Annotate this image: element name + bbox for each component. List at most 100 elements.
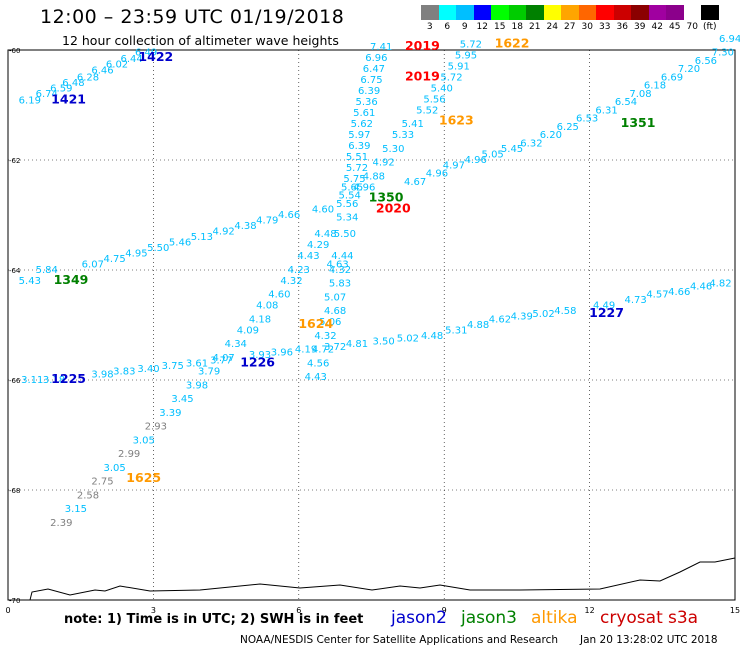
wave-height-label: 4.48 <box>421 331 443 342</box>
wave-height-label: 4.75 <box>103 254 125 265</box>
y-tick-label: -70 <box>9 597 20 605</box>
legend-label: 18 <box>511 22 523 32</box>
wave-height-label: 3.50 <box>372 336 394 347</box>
legend-label: 12 <box>476 22 488 32</box>
wave-height-label: 4.63 <box>326 259 348 270</box>
wave-height-label: 4.32 <box>280 276 302 287</box>
wave-height-label: 3.98 <box>91 369 113 380</box>
wave-height-label: 4.23 <box>288 265 310 276</box>
wave-height-label: 6.25 <box>557 122 579 133</box>
wave-height-label: 6.32 <box>520 138 542 149</box>
wave-height-label: 4.66 <box>278 210 300 221</box>
wave-height-label: 5.95 <box>455 50 477 61</box>
x-tick-label: 0 <box>5 606 10 615</box>
wave-height-label: 4.96 <box>465 155 487 166</box>
x-tick-label: 3 <box>151 606 156 615</box>
wave-height-label: 5.56 <box>336 199 358 210</box>
wave-height-label: 6.94 <box>719 34 740 45</box>
wave-height-label: 4.92 <box>213 226 235 237</box>
y-tick-label: -68 <box>9 487 20 495</box>
wave-height-label: 3.11 <box>21 375 43 386</box>
y-tick-label: -66 <box>9 377 21 385</box>
wave-height-label: 6.49 <box>135 48 157 59</box>
wave-height-label: 3.39 <box>159 408 181 419</box>
pass-time-label: 1623 <box>439 112 474 127</box>
satellite-s3a: s3a <box>668 608 699 628</box>
wave-height-label: 5.61 <box>353 108 375 119</box>
wave-height-label: 4.67 <box>404 177 426 188</box>
legend-swatch <box>596 5 614 20</box>
wave-height-label: 3.83 <box>113 367 135 378</box>
wave-height-label: 2.39 <box>50 518 72 529</box>
wave-height-label: 3.40 <box>137 364 159 375</box>
wave-height-label: 3.98 <box>186 380 208 391</box>
wave-height-label: 4.38 <box>234 221 256 232</box>
legend-label: 15 <box>494 22 506 32</box>
wave-height-label: 4.39 <box>511 312 533 323</box>
legend-swatch <box>683 5 701 20</box>
credit-timestamp: Jan 20 13:28:02 UTC 2018 <box>580 634 718 646</box>
wave-height-label: 3.93 <box>249 350 271 361</box>
satellite-jason2: jason2 <box>391 608 447 628</box>
wave-height-label: 4.07 <box>213 353 235 364</box>
credit-line: NOAA/NESDIS Center for Satellite Applica… <box>240 634 558 646</box>
wave-height-label: 4.73 <box>625 295 647 306</box>
wave-height-label: 5.65 <box>341 182 363 193</box>
wave-height-label: 5.07 <box>324 292 346 303</box>
legend-label: 21 <box>529 22 541 32</box>
data-labels: 6.196.746.596.486.286.466.026.446.49 1421… <box>19 34 740 529</box>
wave-height-label: 3.05 <box>133 435 155 446</box>
wave-height-label: 6.53 <box>576 114 598 125</box>
legend-label: 27 <box>564 22 576 32</box>
wave-height-label: 4.58 <box>554 306 576 317</box>
wave-height-label: 6.96 <box>365 53 387 64</box>
legend-swatch <box>421 5 439 20</box>
wave-height-label: 6.18 <box>644 81 666 92</box>
wave-height-label: 5.72 <box>346 163 368 174</box>
wave-height-label: 5.56 <box>423 94 445 105</box>
legend-swatch <box>456 5 474 20</box>
wave-height-label: 6.56 <box>695 56 717 67</box>
pass-time-label: 1226 <box>240 354 275 369</box>
pass-time-label: 1422 <box>138 49 173 64</box>
x-tick-label: 15 <box>730 606 740 615</box>
pass-time-label: 2019 <box>405 38 440 53</box>
plot-grid <box>8 50 735 600</box>
legend-swatch <box>491 5 509 20</box>
wave-height-label: 6.07 <box>82 259 104 270</box>
wave-height-label: 4.18 <box>249 314 271 325</box>
wave-height-label: 5.54 <box>339 191 361 202</box>
legend-swatch <box>473 5 491 20</box>
legend-label: 30 <box>581 22 593 32</box>
y-tick-label: -60 <box>9 47 20 55</box>
legend-swatch <box>631 5 649 20</box>
wave-height-label: 6.20 <box>540 130 562 141</box>
wave-height-label: 6.54 <box>615 97 637 108</box>
wave-height-label: 3.18 <box>43 375 65 386</box>
pass-time-label: 1349 <box>54 272 89 287</box>
pass-time-label: 1351 <box>621 115 656 130</box>
wave-height-label: 5.46 <box>169 237 191 248</box>
legend-label: 3 <box>426 22 433 32</box>
wave-height-label: 5.51 <box>346 152 368 163</box>
wave-height-label: 5.43 <box>19 276 41 287</box>
wave-height-label: 5.72 <box>460 39 482 50</box>
wave-height-label: 4.09 <box>237 325 259 336</box>
pass-time-label: 2020 <box>376 200 411 215</box>
wave-height-label: 4.48 <box>314 229 336 240</box>
wave-height-label: 3.75 <box>162 361 184 372</box>
legend-swatch <box>613 5 631 20</box>
wave-height-label: 5.91 <box>448 61 470 72</box>
legend-label: (ft) <box>702 22 717 32</box>
wave-height-label: 3.96 <box>271 347 293 358</box>
wave-height-label: 5.41 <box>402 119 424 130</box>
wave-height-label: 4.46 <box>690 281 712 292</box>
wave-height-label: 4.66 <box>668 287 690 298</box>
wave-height-label: 7.30 <box>712 48 734 59</box>
legend-label: 9 <box>461 22 468 32</box>
wave-height-label: 3.45 <box>171 394 193 405</box>
wave-height-label: 4.43 <box>305 372 327 383</box>
wave-height-label: 4.08 <box>256 301 278 312</box>
wave-height-label: 4.95 <box>125 248 147 259</box>
